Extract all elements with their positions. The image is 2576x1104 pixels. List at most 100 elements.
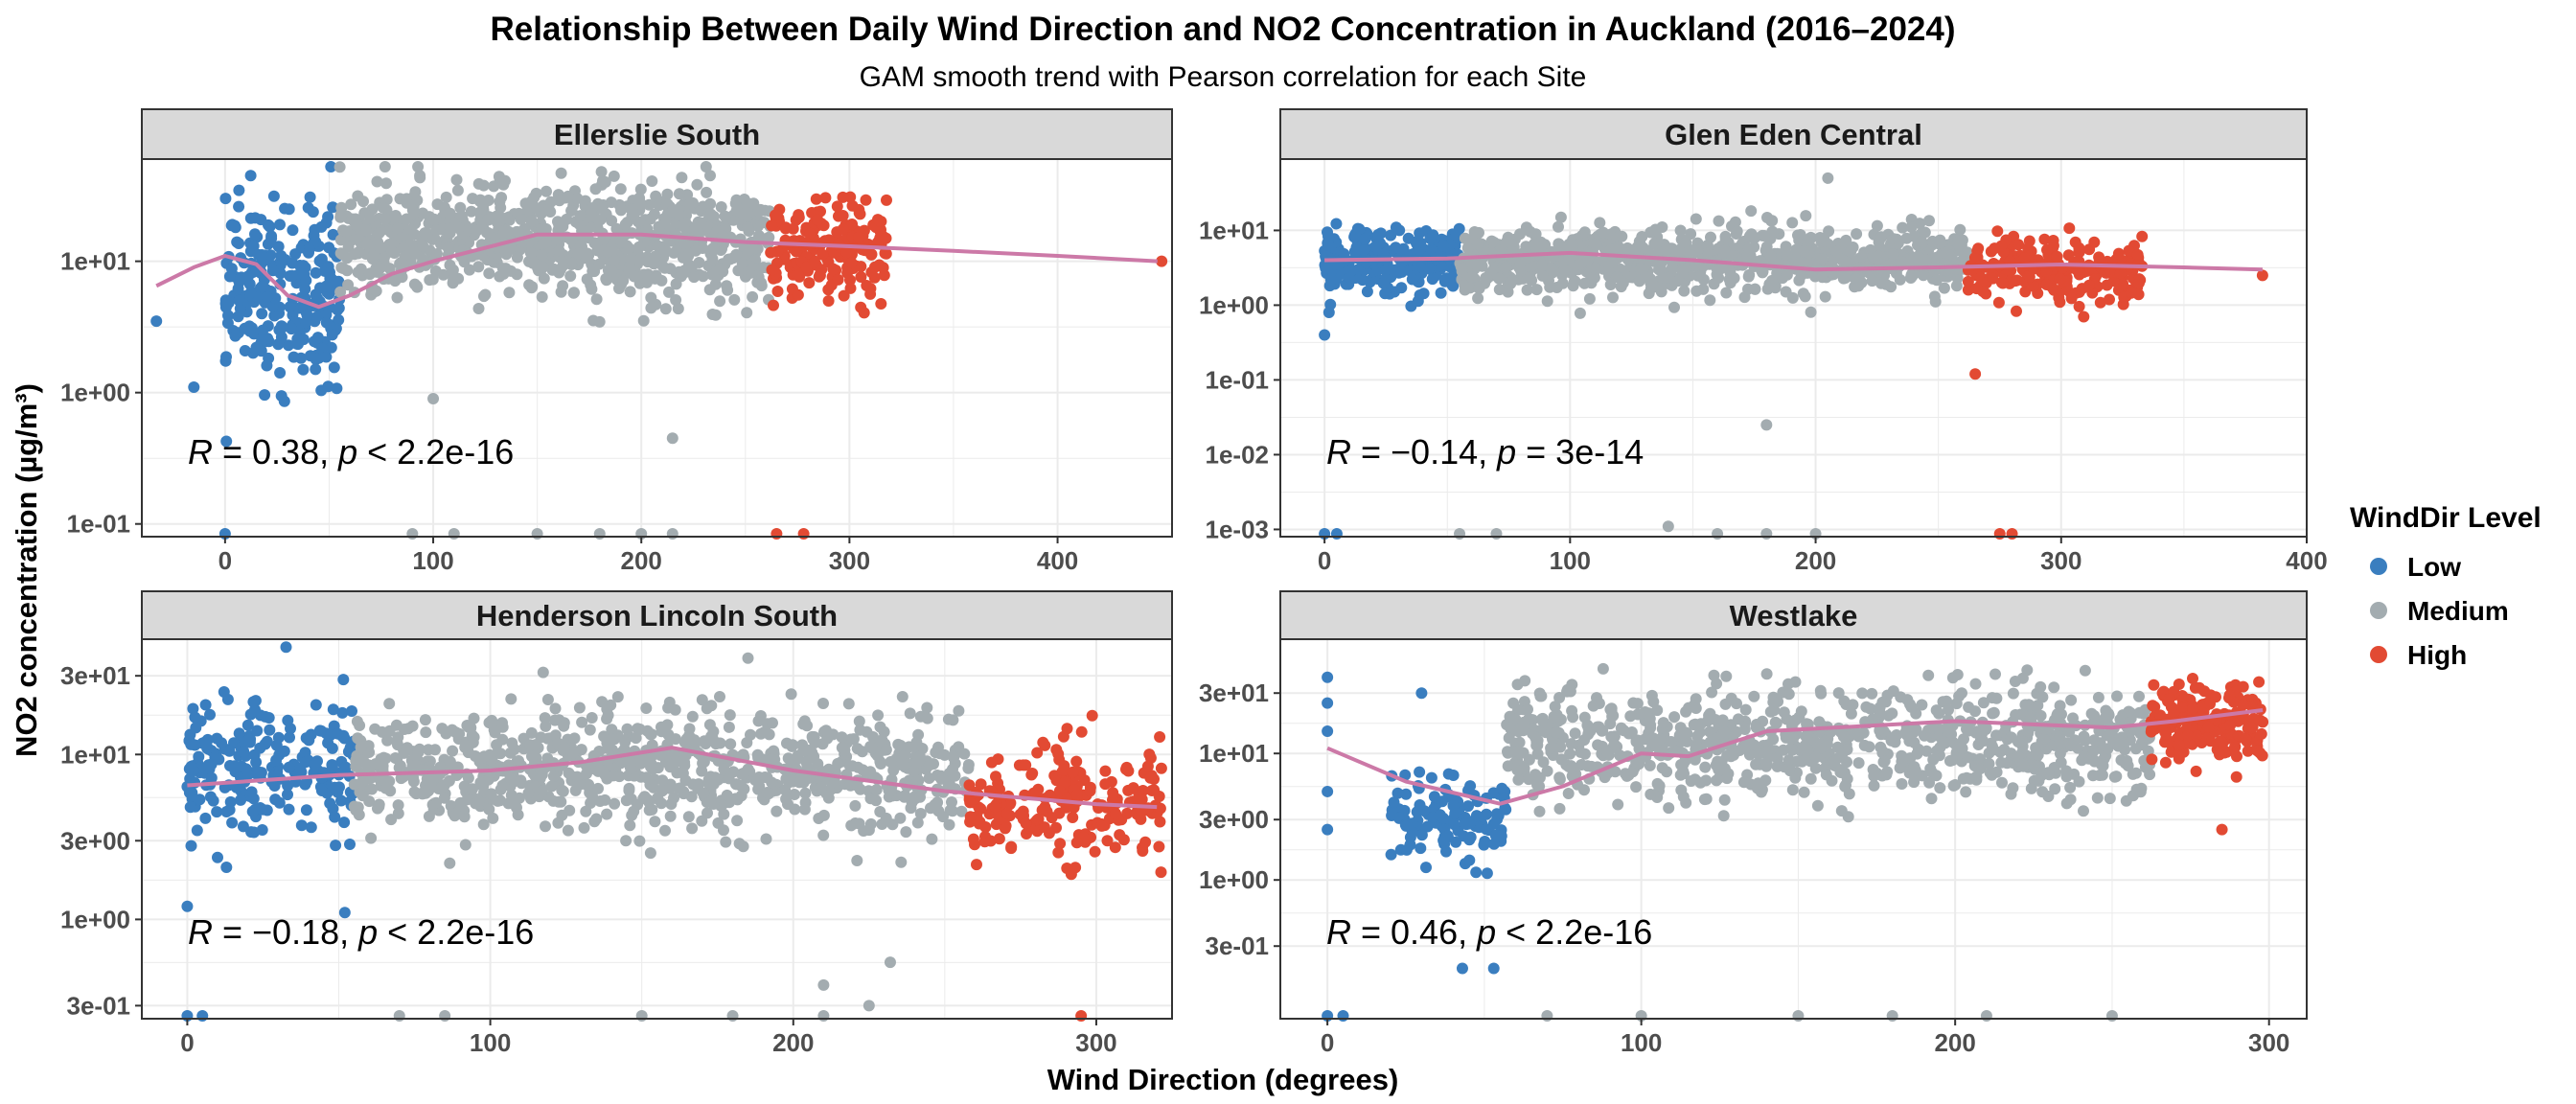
- data-point: [377, 201, 389, 214]
- data-point: [211, 806, 223, 818]
- correlation-label: R = 0.38, p < 2.2e-16: [188, 432, 514, 472]
- data-point: [1745, 205, 1758, 218]
- data-point: [971, 859, 982, 871]
- data-point: [854, 208, 866, 220]
- data-point: [1500, 262, 1512, 274]
- y-tick-label: 3e+01: [60, 661, 130, 690]
- stat-r-symbol: R: [188, 432, 213, 472]
- data-point: [355, 741, 367, 753]
- data-point: [1481, 867, 1493, 880]
- data-point: [472, 794, 485, 807]
- data-point: [1461, 242, 1474, 254]
- data-point: [670, 755, 682, 768]
- data-point: [444, 226, 456, 239]
- data-point: [1155, 762, 1167, 774]
- data-point: [1358, 244, 1370, 257]
- data-point: [1820, 769, 1832, 781]
- data-point: [1095, 819, 1108, 832]
- data-point: [1648, 238, 1661, 250]
- data-point: [322, 211, 334, 223]
- data-point: [406, 528, 419, 540]
- data-point: [185, 840, 197, 852]
- data-point: [2067, 712, 2079, 724]
- data-point: [2111, 690, 2123, 702]
- data-point: [327, 201, 339, 214]
- data-point: [1330, 218, 1343, 230]
- panel-border: [141, 158, 1173, 538]
- data-point: [268, 310, 281, 322]
- data-point: [2038, 233, 2051, 245]
- data-point: [380, 782, 393, 794]
- data-point: [413, 743, 426, 755]
- plot-area: [1280, 159, 2307, 537]
- data-point: [783, 776, 795, 789]
- data-point: [1605, 243, 1617, 256]
- data-point: [1400, 843, 1413, 856]
- data-point: [417, 240, 429, 252]
- data-point: [1099, 778, 1112, 791]
- data-point: [444, 756, 456, 768]
- data-point: [1470, 810, 1483, 822]
- data-point: [497, 267, 510, 280]
- data-point: [257, 803, 269, 816]
- data-point: [827, 263, 840, 275]
- data-point: [880, 812, 892, 824]
- data-point: [233, 727, 245, 740]
- data-point: [586, 712, 598, 724]
- data-point: [568, 732, 581, 745]
- data-point: [1818, 232, 1830, 244]
- data-point: [1435, 287, 1447, 299]
- y-tick-label: 1e+00: [60, 905, 130, 933]
- data-point: [184, 801, 196, 814]
- data-point: [1730, 228, 1742, 240]
- data-point: [735, 779, 748, 792]
- data-point: [150, 315, 163, 328]
- data-point: [429, 744, 441, 756]
- data-point: [406, 720, 419, 732]
- data-point: [220, 862, 233, 873]
- data-point: [661, 188, 674, 200]
- data-point: [558, 742, 570, 754]
- data-point: [337, 674, 350, 686]
- data-point: [644, 847, 656, 860]
- data-point: [738, 767, 749, 779]
- data-point: [753, 230, 765, 242]
- data-point: [360, 224, 373, 237]
- data-point: [1946, 672, 1959, 684]
- data-point: [334, 286, 347, 298]
- data-point: [1465, 271, 1478, 284]
- data-point: [185, 760, 197, 772]
- data-point: [900, 826, 912, 839]
- data-point: [473, 195, 486, 207]
- data-point: [672, 303, 684, 315]
- data-point: [420, 726, 432, 739]
- data-point: [999, 822, 1011, 835]
- data-point: [697, 270, 709, 283]
- data-point: [526, 750, 538, 763]
- data-point: [522, 787, 535, 799]
- data-point: [274, 218, 286, 231]
- data-point: [766, 219, 778, 232]
- x-tick-label: 0: [180, 1028, 194, 1057]
- data-point: [840, 246, 853, 259]
- data-point: [1991, 225, 2004, 238]
- data-point: [335, 201, 348, 214]
- data-point: [262, 238, 274, 250]
- data-point: [528, 192, 540, 203]
- data-point: [714, 691, 725, 702]
- data-point: [2064, 781, 2077, 794]
- data-point: [1743, 268, 1756, 281]
- data-point: [770, 528, 783, 540]
- data-point: [191, 824, 203, 837]
- data-point: [249, 212, 262, 224]
- data-point: [706, 730, 719, 743]
- data-point: [2083, 279, 2095, 291]
- data-point: [297, 363, 310, 376]
- data-point: [1786, 217, 1799, 229]
- data-point: [380, 752, 392, 765]
- data-point: [303, 246, 314, 259]
- data-point: [1385, 848, 1397, 861]
- data-point: [2073, 300, 2085, 312]
- data-point: [291, 338, 304, 351]
- data-point: [408, 228, 421, 241]
